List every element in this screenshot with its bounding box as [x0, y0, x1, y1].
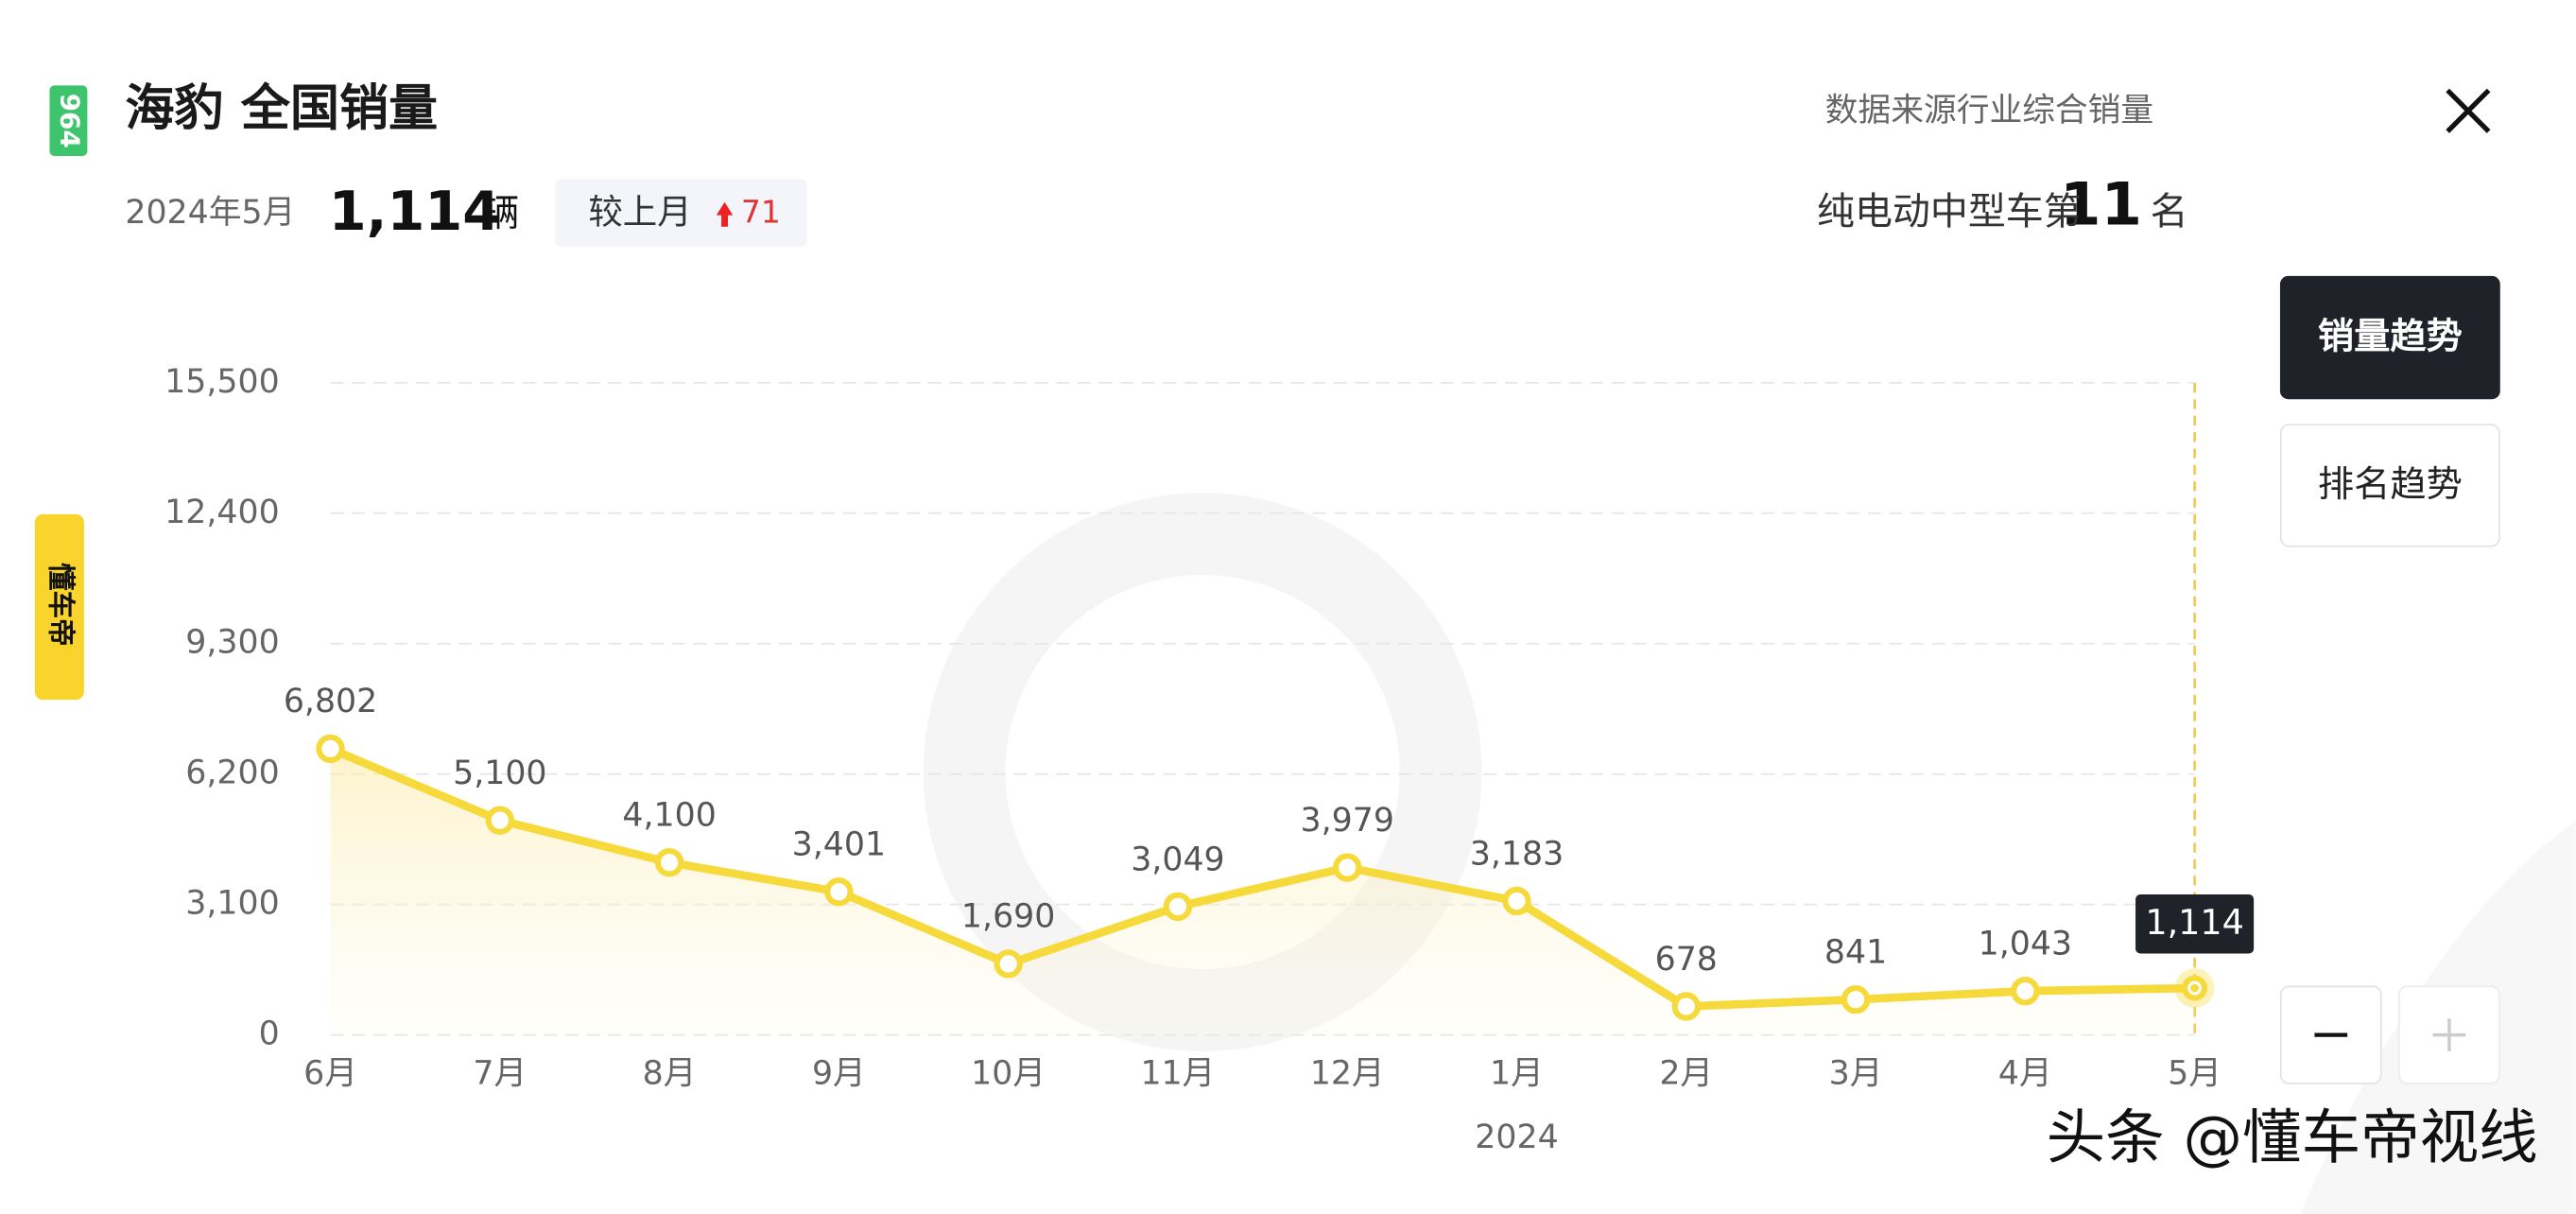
point — [2011, 976, 2040, 1006]
x-tick-label: 1月 — [1490, 1054, 1544, 1092]
mom-change: 71 — [741, 193, 781, 230]
value-label: 3,401 — [792, 826, 886, 864]
rank-suffix: 名 — [2151, 190, 2188, 234]
y-tick-label: 9,300 — [185, 624, 279, 662]
value-label: 3,183 — [1470, 835, 1564, 873]
x-tick-label: 6月 — [303, 1054, 357, 1092]
y-tick-label: 15,500 — [164, 363, 280, 401]
side-label: 懂车帝 — [44, 563, 77, 647]
point — [1841, 984, 1871, 1015]
value-label: 3,049 — [1131, 841, 1224, 878]
x-tick-label: 3月 — [1829, 1054, 1883, 1092]
rank-trend-button[interactable] — [2279, 424, 2500, 547]
value-label: 1,690 — [961, 898, 1055, 936]
source: 数据来源行业综合销量 — [1825, 92, 2153, 130]
x-tick-label: 5月 — [2168, 1054, 2222, 1092]
value-label: 4,100 — [622, 797, 716, 835]
button-label: 销量趋势 — [2318, 316, 2463, 357]
y-tick-label: 3,100 — [185, 885, 279, 923]
title: 海豹 全国销量 — [125, 80, 438, 137]
up-arrow — [716, 201, 734, 227]
value-label: 6,802 — [284, 683, 377, 720]
value-label: 841 — [1824, 934, 1887, 972]
point — [1502, 886, 1531, 916]
point — [994, 949, 1023, 979]
point-dot — [2190, 983, 2199, 993]
point — [1163, 892, 1193, 922]
x-tick-label: 7月 — [473, 1054, 527, 1092]
tooltip-text: 1,114 — [2145, 902, 2243, 943]
x-tick-label: 12月 — [1310, 1054, 1385, 1092]
x-tick-label: 8月 — [643, 1054, 697, 1092]
point — [485, 806, 515, 835]
tooltip — [2135, 894, 2255, 954]
zoom-out-button[interactable] — [2279, 985, 2382, 1084]
sales-trend-button[interactable] — [2279, 275, 2500, 400]
y-tick-label: 0 — [259, 1015, 280, 1053]
point — [824, 877, 854, 907]
rank: 11 — [2060, 170, 2142, 239]
value-label: 678 — [1655, 941, 1718, 979]
watermark: 头条 @懂车帝视线 — [2047, 1103, 2538, 1172]
y-tick-label: 6,200 — [185, 754, 279, 792]
area — [330, 748, 2195, 1035]
x-tick-label: 10月 — [971, 1054, 1046, 1092]
value-label: 1,043 — [1979, 926, 2072, 963]
x-tick-label: 4月 — [1998, 1054, 2052, 1092]
button-label: 排名趋势 — [2318, 464, 2463, 506]
point — [1333, 853, 1362, 882]
x-group-label: 2024 — [1475, 1119, 1558, 1156]
point — [316, 734, 345, 764]
zoom-in-button[interactable] — [2398, 985, 2500, 1084]
value-label: 5,100 — [453, 754, 546, 792]
side-tag — [34, 513, 84, 701]
unit: 辆 — [481, 192, 519, 235]
rank-prefix: 纯电动中型车第 — [1817, 190, 2082, 234]
x-tick-label: 9月 — [812, 1054, 866, 1092]
badge-text: 964 — [54, 94, 85, 148]
x-tick-label: 11月 — [1140, 1054, 1215, 1092]
sales: 1,114 — [329, 180, 500, 243]
y-tick-label: 12,400 — [164, 494, 280, 531]
period: 2024年5月 — [125, 194, 295, 232]
close-button[interactable] — [2446, 88, 2491, 133]
x-tick-label: 2月 — [1659, 1054, 1713, 1092]
point — [1671, 992, 1701, 1021]
mom-label: 较上月 — [588, 191, 691, 232]
value-label: 3,979 — [1300, 802, 1393, 840]
mom-box — [555, 179, 807, 247]
line — [328, 744, 2195, 1011]
badge — [49, 85, 88, 157]
point — [654, 847, 684, 877]
